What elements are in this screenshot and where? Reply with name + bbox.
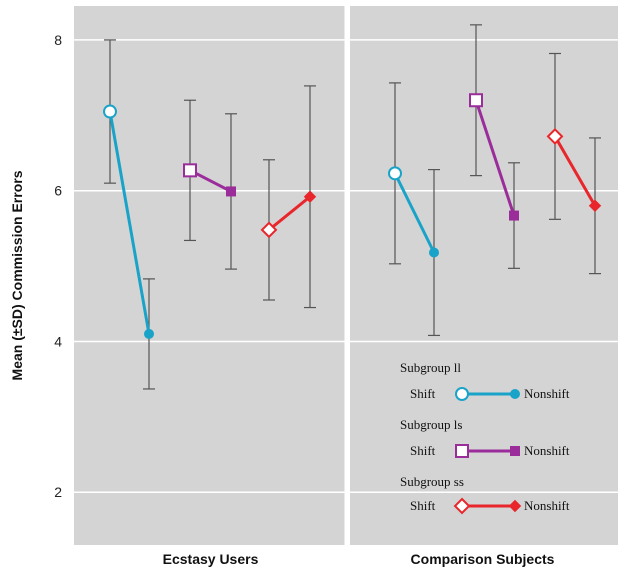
legend-nonshift-marker-1 — [510, 446, 520, 456]
legend-shift-marker-1 — [455, 444, 469, 458]
series-line-comparison-subjects-1 — [474, 99, 516, 217]
legend-shift-label-0: Shift — [410, 386, 436, 401]
legend-nonshift-marker-2 — [508, 499, 522, 513]
legend-nonshift-label-2: Nonshift — [524, 498, 570, 513]
point-nonshift-comparison-subjects-2 — [588, 199, 602, 212]
y-tick-label-2: 2 — [54, 484, 62, 500]
legend-nonshift-label-0: Nonshift — [524, 386, 570, 401]
legend-shift-marker-2 — [453, 497, 471, 515]
x-group-label-0: Ecstasy Users — [163, 551, 259, 567]
x-group-label-1: Comparison Subjects — [411, 551, 555, 567]
point-shift-ecstasy-users-1 — [183, 163, 197, 178]
series-line-comparison-subjects-0 — [393, 172, 436, 254]
y-tick-label-8: 8 — [54, 32, 62, 48]
legend-title-0: Subgroup ll — [400, 360, 461, 375]
point-shift-comparison-subjects-0 — [388, 166, 402, 181]
legend-nonshift-label-1: Nonshift — [524, 443, 570, 458]
point-shift-ecstasy-users-2 — [260, 221, 278, 239]
point-nonshift-ecstasy-users-2 — [303, 190, 317, 203]
y-tick-label-6: 6 — [54, 183, 62, 199]
series-line-comparison-subjects-2 — [553, 135, 597, 207]
point-shift-comparison-subjects-2 — [546, 128, 564, 145]
panel-background-ecstasy-users — [74, 6, 345, 545]
legend-nonshift-marker-0 — [510, 389, 520, 399]
series-line-ecstasy-users-2 — [268, 195, 311, 232]
point-shift-comparison-subjects-1 — [469, 93, 483, 108]
y-tick-label-4: 4 — [54, 333, 62, 349]
y-axis-title: Mean (±SD) Commission Errors — [9, 170, 25, 380]
point-nonshift-comparison-subjects-1 — [509, 210, 519, 221]
point-nonshift-comparison-subjects-0 — [429, 247, 439, 258]
legend-shift-label-2: Shift — [410, 498, 436, 513]
series-line-ecstasy-users-0 — [108, 111, 151, 335]
legend-shift-label-1: Shift — [410, 443, 436, 458]
legend-shift-marker-0 — [455, 387, 469, 401]
point-nonshift-ecstasy-users-0 — [144, 328, 154, 339]
point-nonshift-ecstasy-users-1 — [226, 186, 236, 197]
point-shift-ecstasy-users-0 — [103, 104, 117, 119]
legend-title-2: Subgroup ss — [400, 474, 464, 489]
panel-background-comparison-subjects — [350, 6, 618, 545]
legend-title-1: Subgroup ls — [400, 417, 462, 432]
